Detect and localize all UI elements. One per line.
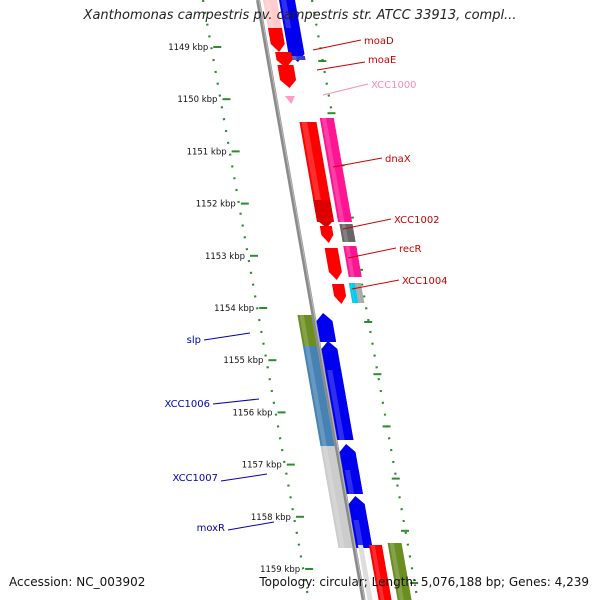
gene-block-slp-olive-shine xyxy=(299,315,310,346)
gene-block-steel-shine xyxy=(304,346,327,446)
scale-tick-label: 1150 kbp xyxy=(177,95,217,105)
gene-leader-moaD xyxy=(312,39,362,51)
gene-block-pink-shine xyxy=(321,118,345,222)
gene-block-pink xyxy=(319,118,353,222)
gene-segment xyxy=(288,56,306,60)
accession-label: Accession: NC_003902 xyxy=(9,575,146,589)
gene-leader-XCC1006 xyxy=(212,398,260,405)
gene-leader-XCC1004 xyxy=(351,279,400,290)
gene-label-slp: slp xyxy=(187,335,201,346)
gene-block-lightgrey xyxy=(320,446,353,548)
scale-dotted-line-left xyxy=(201,0,310,600)
gene-arrow-XCC1000 xyxy=(284,96,295,104)
genome-title: Xanthomonas campestris pv. campestris st… xyxy=(83,8,517,23)
gene-arrow-moaE-a xyxy=(275,52,293,68)
genome-summary: Topology: circular; Length: 5,076,188 bp… xyxy=(259,575,589,589)
gene-label-moaD: moaD xyxy=(364,36,394,47)
gene-label-recR: recR xyxy=(399,244,422,255)
gene-block-bottom-strip-shine xyxy=(359,545,370,600)
scale-tick-label: 1153 kbp xyxy=(205,252,245,262)
genome-backbone xyxy=(256,0,366,600)
gene-arrow-moaE xyxy=(277,65,297,88)
gene-leader-slp xyxy=(203,332,251,341)
gene-block-XCC1006 xyxy=(325,370,354,440)
scale-tick-label: 1158 kbp xyxy=(251,513,291,523)
gene-block-steel xyxy=(302,346,335,446)
gene-block-cyan-shine xyxy=(350,283,356,303)
gene-leader-XCC1002 xyxy=(342,218,392,230)
gene-label-XCC1006: XCC1006 xyxy=(164,399,210,410)
gene-leader-dnaX xyxy=(332,157,383,168)
gene-label-moxR: moxR xyxy=(197,523,225,534)
gene-block-bottom-red xyxy=(368,545,392,600)
gene-leader-XCC1007 xyxy=(220,473,268,482)
gene-arrow-XCC1002 xyxy=(319,226,334,243)
scale-tick-label: 1156 kbp xyxy=(233,408,273,418)
gene-block-bottom-strip xyxy=(357,545,373,600)
gene-label-XCC1004: XCC1004 xyxy=(402,276,448,287)
gene-block-recR-pink-shine xyxy=(345,246,355,277)
gene-leader-moxR xyxy=(227,521,275,531)
gene-block-bottom-olive xyxy=(387,543,412,600)
scale-tick-label: 1154 kbp xyxy=(214,304,254,314)
gene-block-dnaX-shine xyxy=(301,122,325,222)
gene-block-dnaX xyxy=(299,122,335,222)
gene-block-bottom-olive-shine xyxy=(389,543,404,600)
gene-leader-XCC1000 xyxy=(322,83,369,96)
genome-backbone-shine xyxy=(258,0,366,600)
gene-block-XCC1006-shine xyxy=(327,370,345,440)
gene-leader-recR xyxy=(347,247,397,259)
gene-arrow-dnaX xyxy=(313,200,334,228)
gene-label-moaE: moaE xyxy=(368,55,396,66)
scale-tick-label: 1152 kbp xyxy=(196,200,236,210)
gene-block-blue-top-shine xyxy=(281,0,292,28)
gene-label-dnaX: dnaX xyxy=(385,154,411,165)
gene-label-XCC1000: XCC1000 xyxy=(371,80,417,91)
scale-tick-label: 1159 kbp xyxy=(260,565,300,575)
gene-arrow-recR xyxy=(324,248,342,280)
gene-block-slp-olive xyxy=(297,315,317,346)
gene-label-XCC1002: XCC1002 xyxy=(394,215,440,226)
gene-block-bottom-red-shine xyxy=(370,545,385,600)
gene-block-faded xyxy=(263,0,283,30)
gene-block-faded-shine xyxy=(265,0,275,30)
gene-block-moxR xyxy=(351,520,373,548)
scale-tick-label: 1151 kbp xyxy=(187,147,227,157)
gene-block-recR-pink xyxy=(343,246,362,277)
gene-arrow-XCC1004 xyxy=(331,284,347,304)
scale-tick-label: 1157 kbp xyxy=(242,461,282,471)
gene-block-blue-top xyxy=(279,0,300,28)
gene-arrow-slp xyxy=(316,313,337,342)
gene-block-lightgrey-shine xyxy=(322,446,345,548)
gene-block-XCC1007 xyxy=(342,470,363,494)
gene-block-moxR-shine xyxy=(353,520,364,548)
gene-leader-moaE xyxy=(316,61,366,71)
scale-tick-label: 1155 kbp xyxy=(223,356,263,366)
scale-tick-label: 1149 kbp xyxy=(168,43,208,53)
gene-block-XCC1007-shine xyxy=(344,470,355,494)
gene-label-XCC1007: XCC1007 xyxy=(172,473,218,484)
gene-block-cyan xyxy=(348,283,359,303)
gene-arrow-moaD xyxy=(267,28,285,52)
